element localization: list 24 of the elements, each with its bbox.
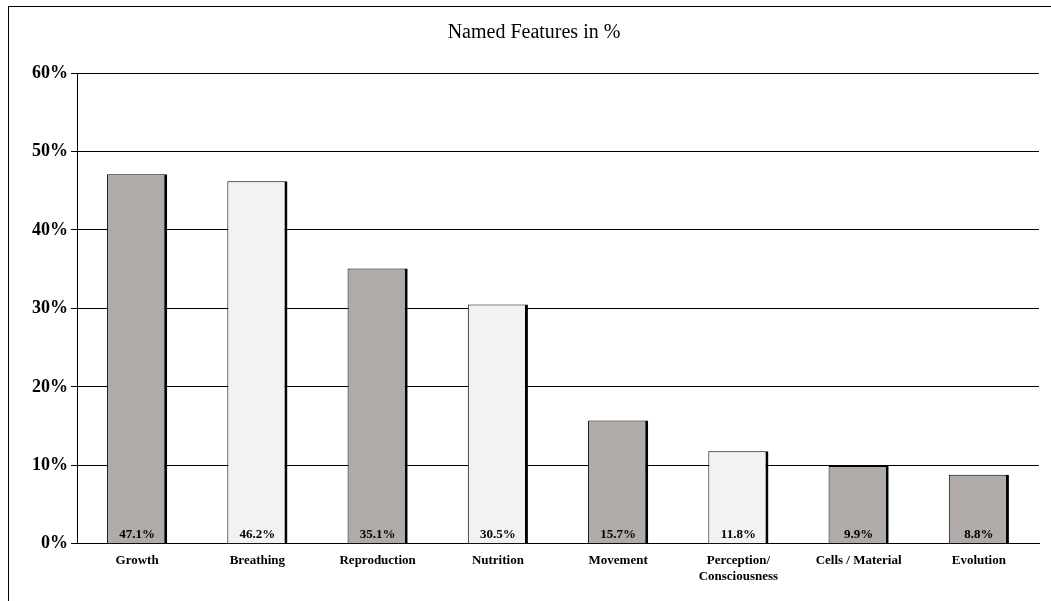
y-tick-label: 10% <box>32 453 68 474</box>
x-tick-label: Perception/ Consciousness <box>698 551 779 583</box>
x-tick-label: Growth <box>115 551 160 567</box>
x-tick-label: Nutrition <box>471 551 525 567</box>
y-tick-label: 30% <box>32 297 68 318</box>
x-tick-label: Reproduction <box>339 551 417 567</box>
y-tick-label: 60% <box>32 61 68 82</box>
y-tick-label: 50% <box>32 140 68 161</box>
data-label: 46.2% <box>239 525 276 541</box>
x-tick-label: Movement <box>588 551 649 567</box>
chart-title: Named Features in % <box>447 20 621 43</box>
data-label: 15.7% <box>600 525 636 541</box>
x-tick-label: Breathing <box>229 551 286 567</box>
data-label: 47.1% <box>119 525 155 541</box>
data-label: 30.5% <box>480 525 516 541</box>
data-label: 8.8% <box>964 525 994 541</box>
data-label: 11.8% <box>720 525 756 541</box>
data-label: 35.1% <box>359 525 396 541</box>
y-tick-label: 20% <box>32 375 68 396</box>
x-tick-label: Cells / Material <box>815 551 902 567</box>
data-label: 9.9% <box>844 525 874 541</box>
y-tick-label: 40% <box>32 218 68 239</box>
x-tick-label: Evolution <box>951 551 1007 567</box>
y-tick-label: 0% <box>41 532 68 553</box>
